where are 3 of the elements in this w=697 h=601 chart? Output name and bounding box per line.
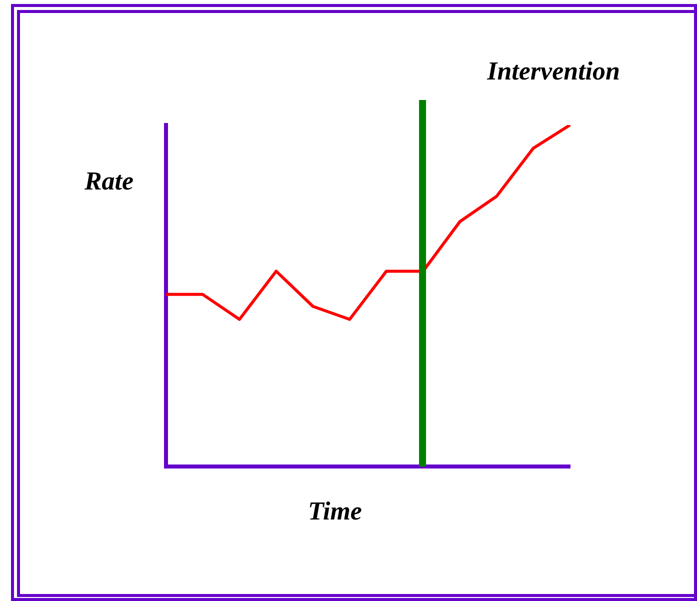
x-axis-title: Time bbox=[308, 496, 362, 526]
text: Intervention bbox=[486, 56, 620, 86]
y-axis-title: Rate bbox=[83, 166, 134, 196]
